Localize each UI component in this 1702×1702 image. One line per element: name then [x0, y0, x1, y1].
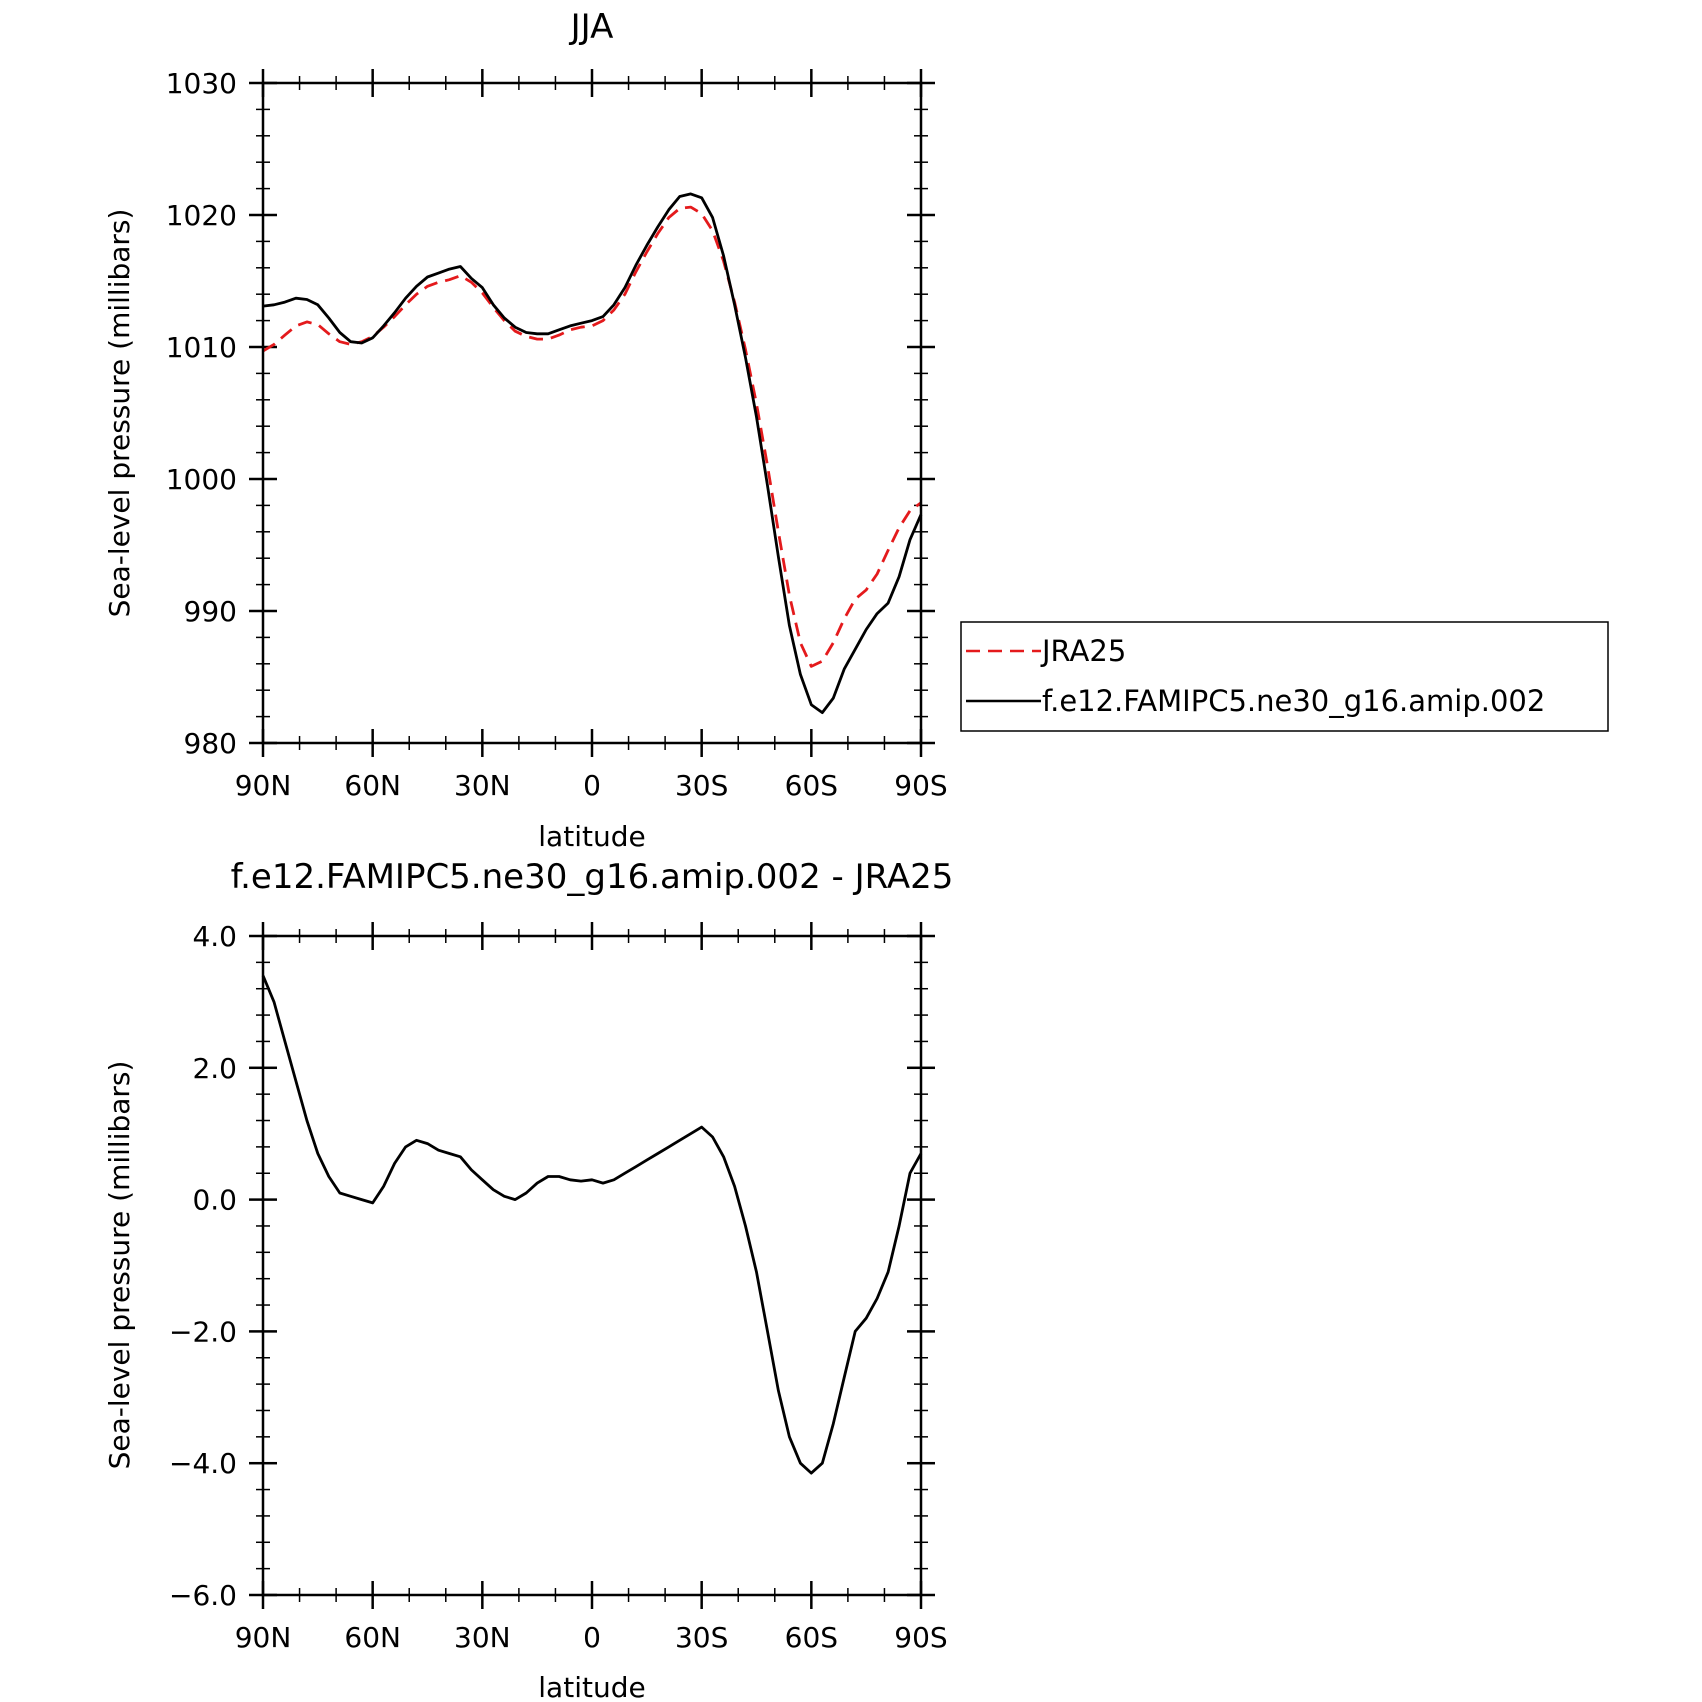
- y-tick-label: 2.0: [192, 1052, 237, 1085]
- bottom-plot-frame: [261, 934, 923, 1597]
- legend-label-model: f.e12.FAMIPC5.ne30_g16.amip.002: [1042, 684, 1545, 718]
- top-chart-title: JJA: [569, 7, 614, 47]
- top-y-axis-label: Sea-level pressure (millibars): [103, 209, 136, 618]
- y-tick-label: 980: [184, 727, 237, 760]
- x-tick-label: 60S: [785, 1621, 838, 1654]
- top-series-lines: [262, 192, 923, 714]
- y-tick-label: 1010: [166, 331, 237, 364]
- y-tick-label: 4.0: [192, 920, 237, 953]
- x-tick-label: 60N: [344, 769, 401, 802]
- bottom-series-lines: [261, 974, 923, 1475]
- bottom-x-tick-labels: 90N 60N 30N 0 30S 60S 90S: [235, 1621, 948, 1654]
- series-line-jra25: [262, 205, 922, 668]
- y-tick-label: 1020: [166, 199, 237, 232]
- bottom-panel: f.e12.FAMIPC5.ne30_g16.amip.002 - JRA25 …: [103, 857, 953, 1702]
- x-tick-label: 90N: [235, 769, 292, 802]
- top-x-axis-label: latitude: [538, 820, 645, 853]
- y-tick-label: 990: [184, 595, 237, 628]
- legend: JRA25 f.e12.FAMIPC5.ne30_g16.amip.002: [960, 621, 1609, 732]
- x-tick-label: 60S: [785, 769, 838, 802]
- bottom-y-tick-labels: −6.0 −4.0 −2.0 0.0 2.0 4.0: [169, 920, 237, 1612]
- bottom-chart-title: f.e12.FAMIPC5.ne30_g16.amip.002 - JRA25: [231, 857, 954, 897]
- bottom-axis-ticks: [249, 922, 935, 1609]
- y-tick-label: −4.0: [169, 1447, 237, 1480]
- y-tick-label: −6.0: [169, 1579, 237, 1612]
- y-tick-label: 1030: [166, 67, 237, 100]
- y-tick-label: 1000: [166, 463, 237, 496]
- x-tick-label: 30S: [675, 769, 728, 802]
- x-tick-label: 90S: [894, 769, 947, 802]
- top-plot-frame: [261, 81, 923, 745]
- x-tick-label: 30S: [675, 1621, 728, 1654]
- top-axis-ticks: [249, 69, 935, 757]
- series-line-difference: [261, 974, 923, 1475]
- y-tick-label: −2.0: [169, 1315, 237, 1348]
- x-tick-label: 30N: [454, 769, 511, 802]
- x-tick-label: 60N: [344, 1621, 401, 1654]
- legend-label-jra25: JRA25: [1040, 634, 1126, 668]
- bottom-y-axis-label: Sea-level pressure (millibars): [103, 1061, 136, 1470]
- x-tick-label: 0: [583, 1621, 601, 1654]
- x-tick-label: 0: [583, 769, 601, 802]
- top-panel: JJA 980 990 1000 1010 1020 1030 90N 60N 30N 0 30S…: [103, 7, 948, 853]
- x-tick-label: 90S: [894, 1621, 947, 1654]
- series-line-model: [262, 192, 923, 714]
- top-x-tick-labels: 90N 60N 30N 0 30S 60S 90S: [235, 769, 948, 802]
- x-tick-label: 30N: [454, 1621, 511, 1654]
- bottom-x-axis-label: latitude: [538, 1671, 645, 1702]
- x-tick-label: 90N: [235, 1621, 292, 1654]
- y-tick-label: 0.0: [192, 1184, 237, 1217]
- top-y-tick-labels: 980 990 1000 1010 1020 1030: [166, 67, 237, 760]
- legend-box: [960, 621, 1609, 732]
